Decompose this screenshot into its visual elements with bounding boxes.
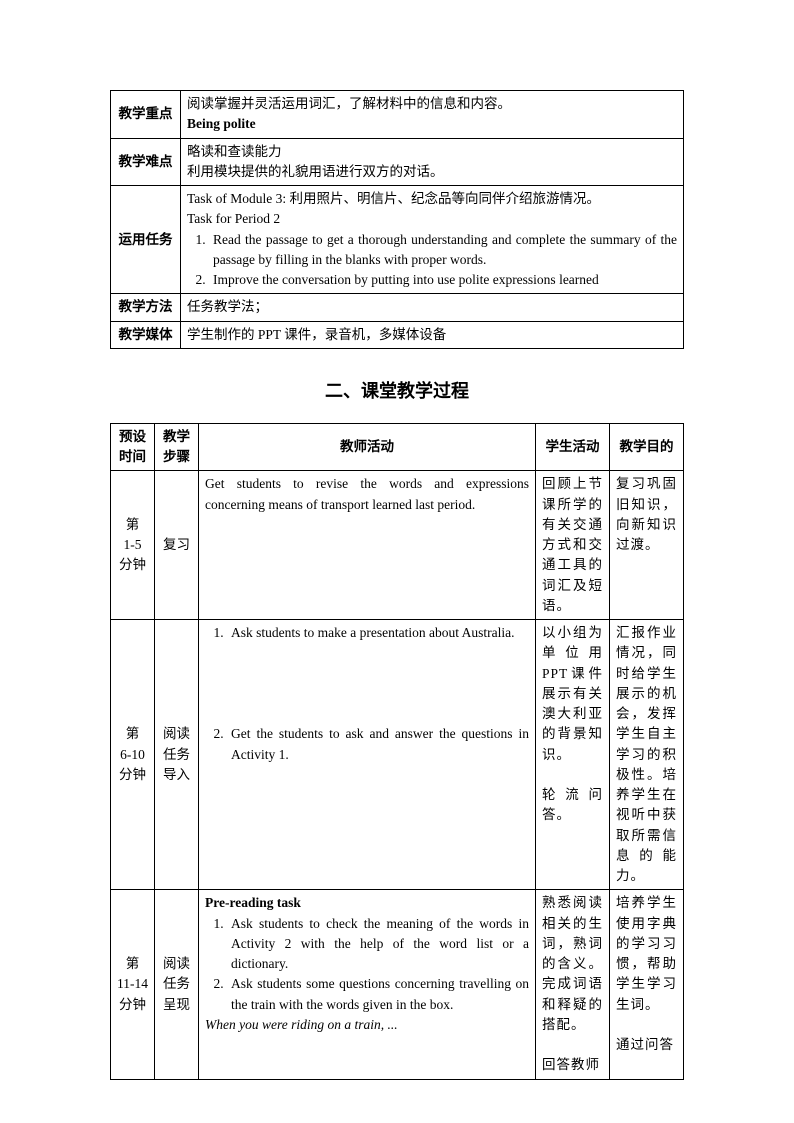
teaching-goal: 汇报作业情况，同时给学生展示的机会，发挥学生自主学习的积极性。培养学生在视听中获…	[610, 620, 684, 890]
table1-label: 教学媒体	[111, 321, 181, 348]
process-header: 教学步骤	[155, 423, 199, 471]
table1-content: 学生制作的 PPT 课件，录音机，多媒体设备	[181, 321, 684, 348]
teaching-goal: 培养学生使用字典的学习习惯，帮助学生学习生词。 通过问答	[610, 890, 684, 1079]
preset-time: 第6-10分钟	[111, 620, 155, 890]
table1-label: 教学重点	[111, 91, 181, 139]
student-activity: 以小组为单位用PPT课件展示有关澳大利亚的背景知识。 轮流问答。	[536, 620, 610, 890]
table1-label: 教学方法	[111, 294, 181, 321]
table1-content: 任务教学法；	[181, 294, 684, 321]
student-activity: 回顾上节课所学的有关交通方式和交通工具的词汇及短语。	[536, 471, 610, 620]
student-activity: 熟悉阅读相关的生词，熟词的含义。完成词语和释疑的搭配。 回答教师	[536, 890, 610, 1079]
classroom-process-table: 预设时间教学步骤教师活动学生活动教学目的 第1-5分钟复习Get student…	[110, 423, 684, 1080]
table1-label: 教学难点	[111, 138, 181, 186]
teaching-goal: 复习巩固旧知识，向新知识过渡。	[610, 471, 684, 620]
preset-time: 第1-5分钟	[111, 471, 155, 620]
table1-content: 略读和查读能力利用模块提供的礼貌用语进行双方的对话。	[181, 138, 684, 186]
process-header: 学生活动	[536, 423, 610, 471]
teaching-step: 复习	[155, 471, 199, 620]
teacher-activity: Get students to revise the words and exp…	[199, 471, 536, 620]
teacher-activity: Ask students to make a presentation abou…	[199, 620, 536, 890]
preset-time: 第11-14分钟	[111, 890, 155, 1079]
table1-content: 阅读掌握并灵活运用词汇，了解材料中的信息和内容。Being polite	[181, 91, 684, 139]
process-header: 教学目的	[610, 423, 684, 471]
teaching-plan-table: 教学重点阅读掌握并灵活运用词汇，了解材料中的信息和内容。Being polite…	[110, 90, 684, 349]
table1-content: Task of Module 3: 利用照片、明信片、纪念品等向同伴介绍旅游情况…	[181, 186, 684, 294]
table1-label: 运用任务	[111, 186, 181, 294]
process-header: 教师活动	[199, 423, 536, 471]
teaching-step: 阅读任务导入	[155, 620, 199, 890]
teaching-step: 阅读任务呈现	[155, 890, 199, 1079]
process-header: 预设时间	[111, 423, 155, 471]
section-heading: 二、课堂教学过程	[110, 377, 684, 403]
teacher-activity: Pre-reading taskAsk students to check th…	[199, 890, 536, 1079]
